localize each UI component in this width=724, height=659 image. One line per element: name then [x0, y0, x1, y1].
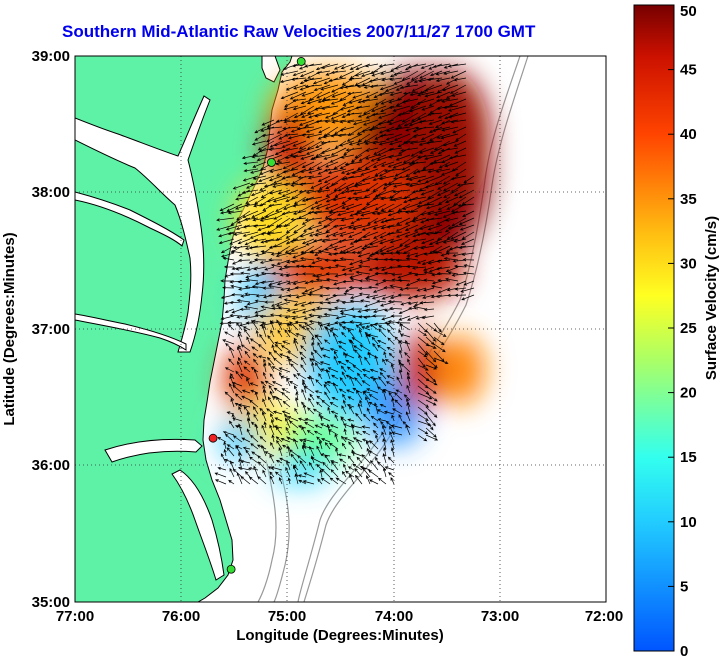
grid-lines — [75, 56, 606, 602]
lat-tick-labels: 39:00 38:00 37:00 36:00 35:00 — [32, 48, 70, 611]
lon-tick: 73:00 — [481, 608, 519, 625]
plot-frame — [74, 55, 607, 603]
colorbar-tick-label: 20 — [680, 385, 697, 402]
colorbar-ticks: 0 5 10 15 20 25 30 35 40 45 50 — [668, 3, 697, 659]
lat-tick: 39:00 — [32, 48, 70, 65]
lon-tick: 74:00 — [375, 608, 413, 625]
x-axis-label: Longitude (Degrees:Minutes) — [236, 627, 444, 644]
colorbar-tick-label: 25 — [680, 320, 697, 337]
colorbar-tick-label: 5 — [680, 578, 688, 595]
lat-tick: 35:00 — [32, 594, 70, 611]
colorbar-tick-label: 45 — [680, 62, 697, 79]
y-axis-label: Latitude (Degrees:Minutes) — [1, 232, 18, 425]
chesapeake-bay — [75, 95, 211, 353]
lon-tick: 72:00 — [585, 608, 623, 625]
radar-station-marker — [226, 564, 236, 574]
colorbar-tick-label: 30 — [680, 255, 697, 272]
lon-tick: 77:00 — [56, 608, 94, 625]
pamlico-sound — [171, 469, 225, 581]
map-title: Southern Mid-Atlantic Raw Velocities 200… — [62, 22, 536, 41]
albemarle-sound — [104, 438, 203, 463]
colorbar-tick-label: 0 — [680, 643, 688, 659]
james-river — [75, 313, 187, 351]
lat-tick: 38:00 — [32, 184, 70, 201]
lon-tick-labels: 77:00 76:00 75:00 74:00 73:00 72:00 — [56, 608, 623, 625]
colorbar-tick-label: 50 — [680, 3, 697, 20]
colorbar-tick-label: 40 — [680, 126, 697, 143]
colorbar-tick-label: 35 — [680, 191, 697, 208]
colorbar-tick-label: 10 — [680, 514, 697, 531]
colorbar-tick-label: 15 — [680, 449, 697, 466]
lon-tick: 76:00 — [162, 608, 200, 625]
radar-station-marker — [208, 433, 218, 443]
velocity-arrow-set — [214, 63, 475, 485]
radar-stations — [208, 57, 306, 574]
radar-station-marker — [267, 158, 276, 167]
colorbar-label: Surface Velocity (cm/s) — [703, 216, 720, 380]
lon-tick: 75:00 — [268, 608, 306, 625]
potomac-river — [75, 191, 185, 247]
velocity-arrows — [214, 63, 475, 485]
radar-station-marker — [296, 57, 306, 66]
lat-tick: 36:00 — [32, 457, 70, 474]
map-layers — [75, 56, 606, 602]
delaware-bay — [261, 56, 281, 83]
lat-tick: 37:00 — [32, 321, 70, 338]
